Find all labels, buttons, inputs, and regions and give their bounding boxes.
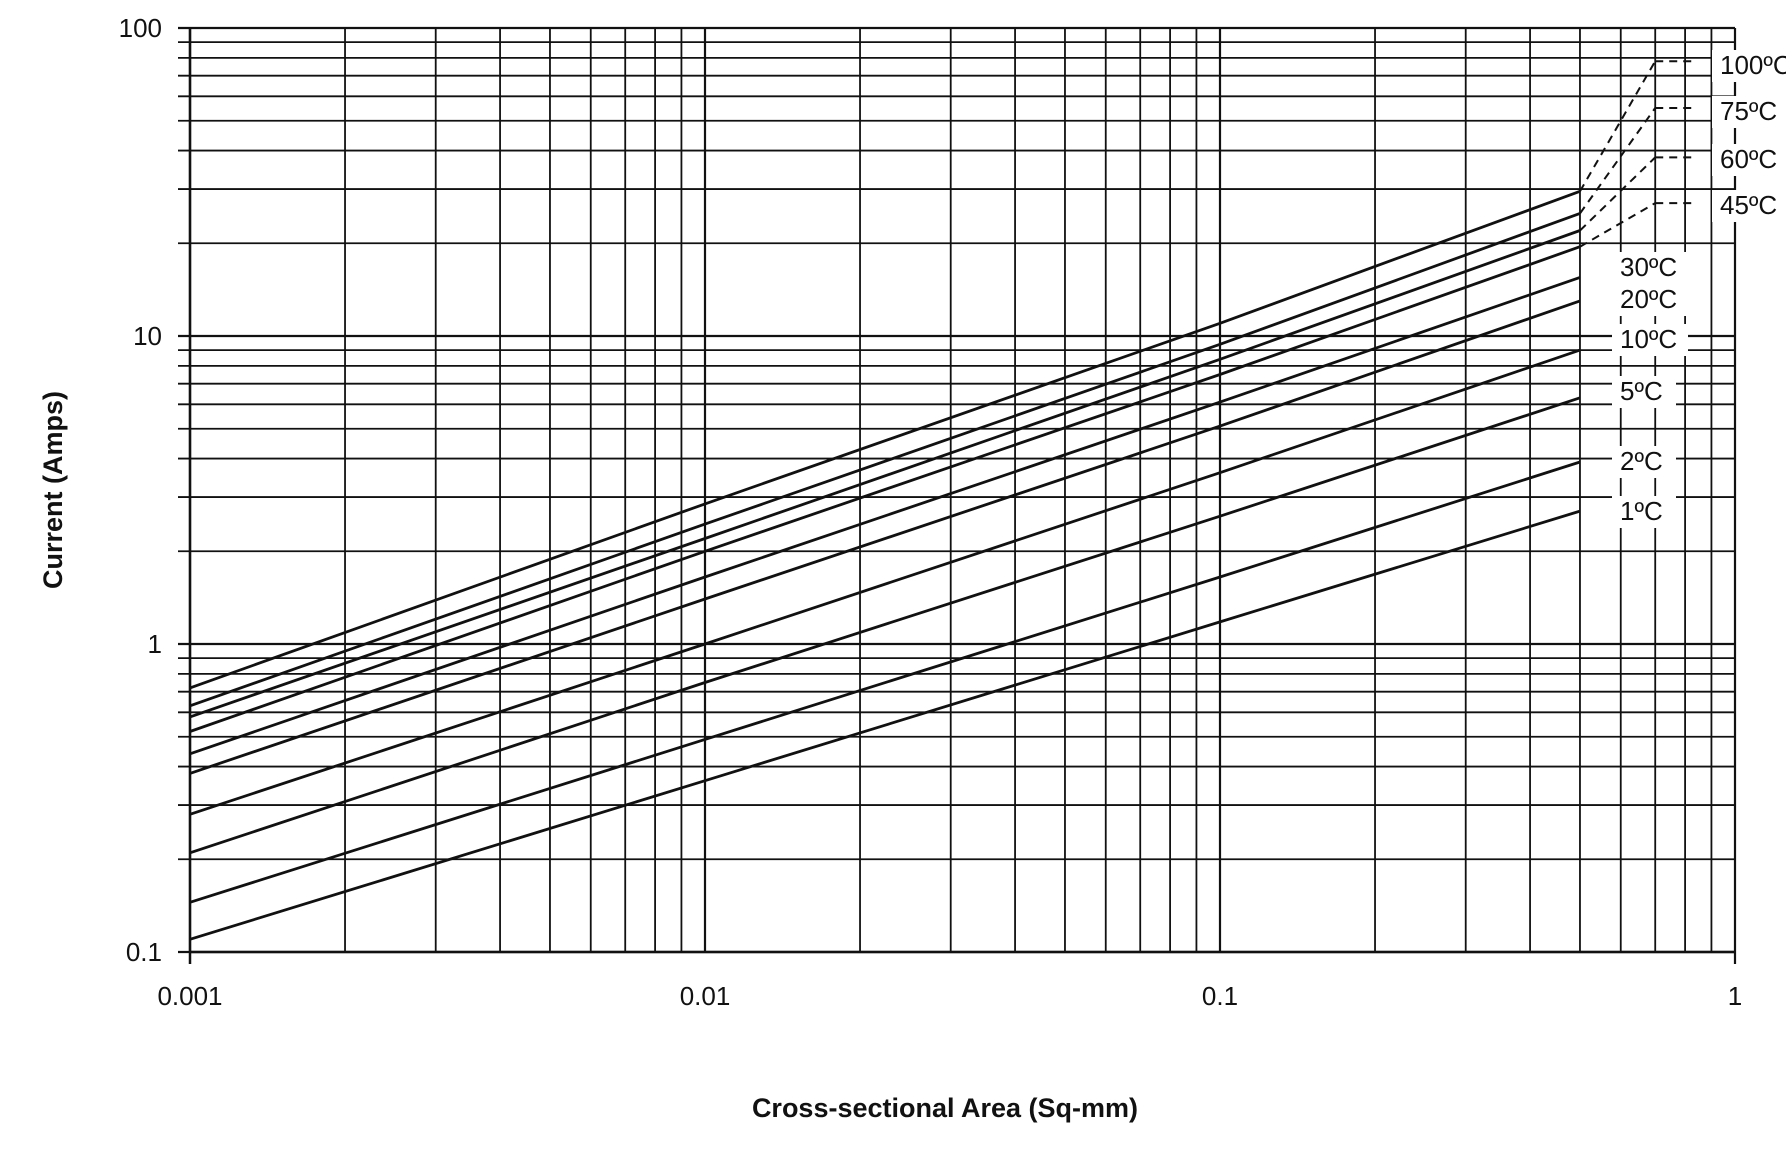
- series-label-bg: [1712, 96, 1786, 128]
- series-line-100c: [189, 189, 1581, 690]
- series-label-1c: 1ºC: [1620, 496, 1663, 526]
- y-tick-label: 1: [148, 629, 162, 659]
- series-label-2c: 2ºC: [1620, 446, 1663, 476]
- series-label-30c: 30ºC: [1620, 252, 1677, 282]
- series-label-bg: [1612, 496, 1676, 528]
- series-label-45c: 45ºC: [1720, 190, 1777, 220]
- grid: [178, 26, 1737, 964]
- series-label-20c: 20ºC: [1620, 284, 1677, 314]
- series-group: [189, 60, 1696, 941]
- series-line-5c: [189, 396, 1581, 855]
- series-line-10c: [189, 348, 1581, 816]
- label-backgrounds: [1612, 50, 1786, 528]
- series-label-bg: [1712, 50, 1786, 82]
- x-axis-title: Cross-sectional Area (Sq-mm): [752, 1093, 1138, 1123]
- series-line-45c: [189, 245, 1581, 733]
- series-line-75c: [189, 212, 1581, 708]
- y-axis-title: Current (Amps): [38, 391, 68, 589]
- y-tick-label: 100: [119, 13, 162, 43]
- x-tick-label: 0.01: [680, 981, 731, 1011]
- series-label-bg: [1712, 144, 1786, 176]
- x-tick-label: 0.001: [157, 981, 222, 1011]
- series-label-60c: 60ºC: [1720, 144, 1777, 174]
- series-line-20c: [189, 299, 1581, 775]
- series-label-bg: [1612, 376, 1676, 408]
- y-tick-label: 10: [133, 321, 162, 351]
- series-label-100c: 100ºC: [1720, 50, 1786, 80]
- x-tick-label: 0.1: [1202, 981, 1238, 1011]
- series-label-10c: 10ºC: [1620, 324, 1677, 354]
- series-label-5c: 5ºC: [1620, 376, 1663, 406]
- series-label-bg: [1712, 190, 1786, 222]
- series-line-75c-extension: [1579, 107, 1657, 214]
- series-label-bg: [1612, 446, 1676, 478]
- series-label-bg: [1612, 284, 1688, 316]
- tick-labels: 0.001 0.01 0.1 1 0.1 1 10 100: [119, 13, 1743, 1011]
- series-line-100c-extension: [1579, 60, 1657, 192]
- series-label-bg: [1612, 324, 1688, 356]
- series-line-45c-extension: [1579, 202, 1656, 248]
- series-line-60c: [189, 229, 1581, 719]
- y-tick-label: 0.1: [126, 937, 162, 967]
- x-tick-label: 1: [1728, 981, 1742, 1011]
- series-label-bg: [1612, 252, 1688, 284]
- series-line-30c: [189, 276, 1581, 756]
- series-line-2c: [189, 460, 1581, 904]
- series-label-75c: 75ºC: [1720, 96, 1777, 126]
- series-line-1c: [189, 509, 1581, 941]
- series-line-60c-extension: [1579, 156, 1656, 232]
